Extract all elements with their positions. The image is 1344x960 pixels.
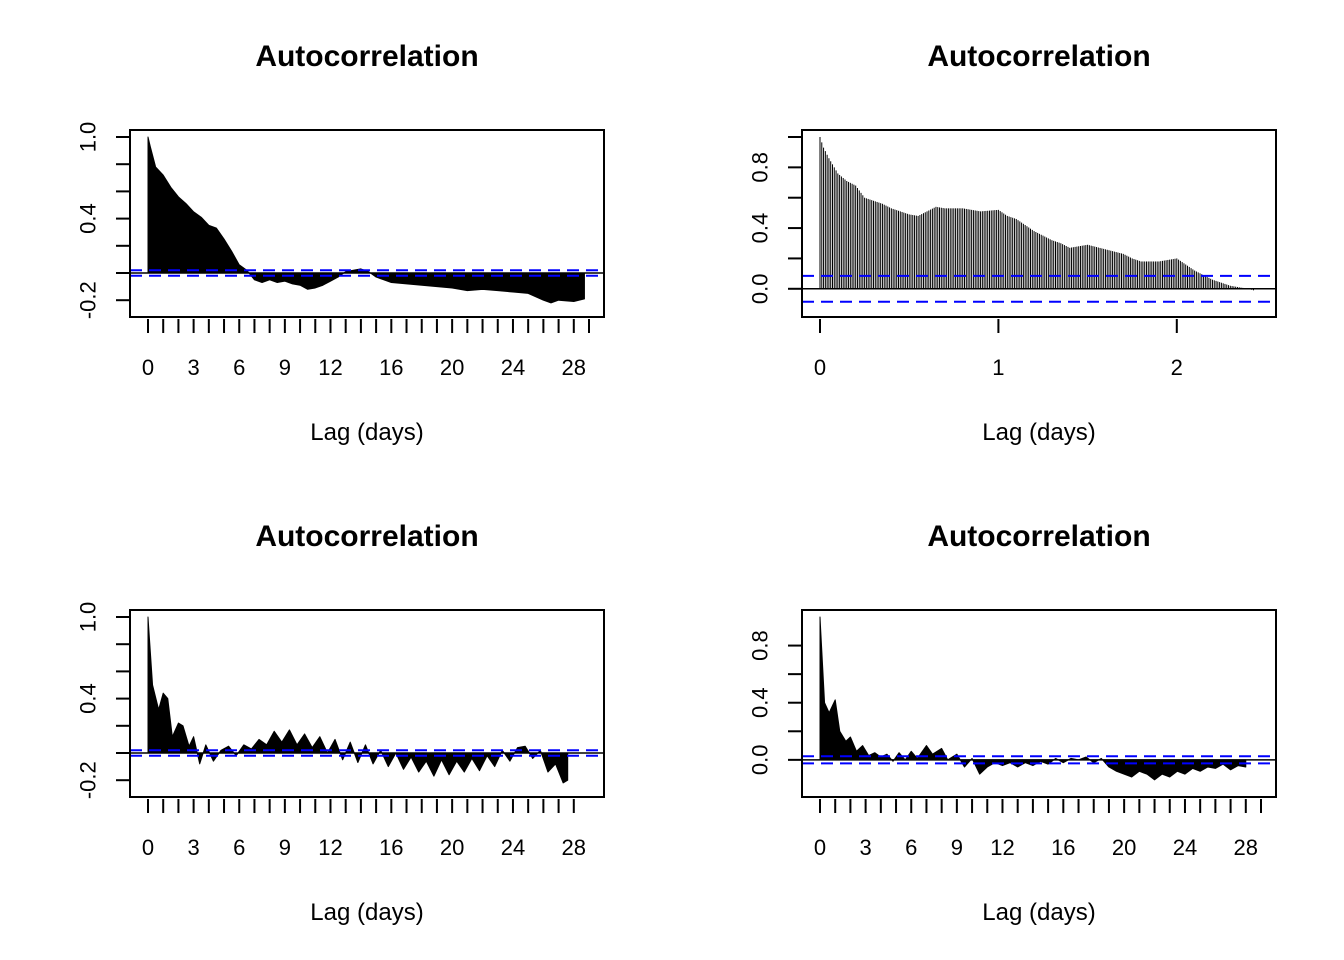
x-tick-label: 28 bbox=[1234, 835, 1258, 860]
x-tick-label: 0 bbox=[814, 835, 826, 860]
x-axis-label: Lag (days) bbox=[310, 899, 423, 926]
x-tick-label: 3 bbox=[187, 835, 199, 860]
acf-panel-4: Autocorrelation 0 3 6 9 12 16 20 24 28 0.0 0.4 0.8 La… bbox=[748, 520, 1277, 926]
x-axis-label: Lag (days) bbox=[310, 419, 423, 446]
x-tick-label: 0 bbox=[814, 355, 826, 380]
x-axis-label: Lag (days) bbox=[982, 899, 1095, 926]
x-tick-label: 28 bbox=[562, 355, 586, 380]
chart-title: Autocorrelation bbox=[927, 40, 1150, 73]
x-tick-label: 16 bbox=[379, 355, 403, 380]
x-tick-label: 12 bbox=[990, 835, 1014, 860]
x-tick-label: 16 bbox=[379, 835, 403, 860]
x-tick-label: 28 bbox=[562, 835, 586, 860]
y-tick-label: 1.0 bbox=[76, 602, 101, 633]
x-tick-label: 9 bbox=[279, 835, 291, 860]
x-tick-label: 6 bbox=[905, 835, 917, 860]
y-tick-label: 0.4 bbox=[748, 213, 773, 244]
x-tick-label: 1 bbox=[992, 355, 1004, 380]
acf-panel-2: Autocorrelation 0 1 2 0.0 0.4 0.8 Lag (days) bbox=[748, 40, 1277, 446]
y-tick-label: 0.0 bbox=[748, 745, 773, 776]
x-tick-label: 12 bbox=[318, 355, 342, 380]
x-tick-label: 9 bbox=[279, 355, 291, 380]
y-tick-label: 0.8 bbox=[748, 152, 773, 183]
acf-panel-1: Autocorrelation 0 3 6 9 12 16 20 24 28 -0.2 0.4 1.0 L… bbox=[76, 40, 605, 446]
chart-title: Autocorrelation bbox=[255, 40, 478, 73]
y-tick-label: 0.0 bbox=[748, 273, 773, 304]
x-tick-label: 24 bbox=[1173, 835, 1197, 860]
chart-title: Autocorrelation bbox=[255, 520, 478, 553]
y-tick-label: 0.8 bbox=[748, 630, 773, 661]
y-tick-label: 0.4 bbox=[76, 683, 101, 714]
y-tick-label: 0.4 bbox=[748, 687, 773, 718]
x-tick-label: 6 bbox=[233, 835, 245, 860]
x-tick-label: 6 bbox=[233, 355, 245, 380]
x-tick-label: 20 bbox=[440, 835, 464, 860]
y-tick-label: -0.2 bbox=[76, 761, 101, 799]
plot-frame bbox=[129, 129, 605, 318]
x-tick-label: 24 bbox=[501, 355, 525, 380]
x-tick-label: 3 bbox=[187, 355, 199, 380]
x-tick-label: 2 bbox=[1171, 355, 1183, 380]
x-tick-label: 20 bbox=[440, 355, 464, 380]
x-tick-label: 3 bbox=[859, 835, 871, 860]
x-tick-label: 0 bbox=[142, 835, 154, 860]
chart-title: Autocorrelation bbox=[927, 520, 1150, 553]
plot-frame bbox=[129, 609, 605, 798]
acf-panel-3: Autocorrelation 0 3 6 9 12 16 20 24 28 -0.2 0.4 1.0 L… bbox=[76, 520, 605, 926]
x-tick-label: 16 bbox=[1051, 835, 1075, 860]
x-tick-label: 0 bbox=[142, 355, 154, 380]
x-tick-label: 20 bbox=[1112, 835, 1136, 860]
x-tick-label: 9 bbox=[951, 835, 963, 860]
acf-bars bbox=[147, 136, 585, 304]
x-axis-label: Lag (days) bbox=[982, 419, 1095, 446]
y-tick-label: -0.2 bbox=[76, 281, 101, 319]
x-tick-label: 12 bbox=[318, 835, 342, 860]
x-tick-label: 24 bbox=[501, 835, 525, 860]
y-tick-label: 0.4 bbox=[76, 203, 101, 234]
acf-bars bbox=[147, 616, 569, 784]
plot-frame bbox=[801, 129, 1277, 318]
y-tick-label: 1.0 bbox=[76, 122, 101, 153]
